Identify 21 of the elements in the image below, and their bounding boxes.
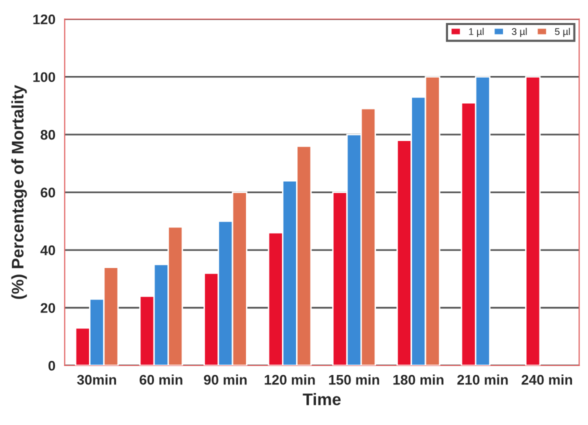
- legend-label: 5 µl: [554, 28, 570, 37]
- legend-label: 1 µl: [469, 28, 484, 37]
- y-tick-label: 20: [40, 303, 56, 313]
- x-tick-label: 210 min: [457, 374, 508, 385]
- x-tick-label: 30min: [77, 374, 116, 385]
- y-tick-label: 40: [40, 245, 56, 256]
- x-tick-label: 150 min: [329, 374, 380, 385]
- y-tick-label: 100: [33, 72, 56, 82]
- x-tick-label: 180 min: [393, 374, 444, 385]
- x-tick-label: 240 min: [522, 374, 572, 385]
- x-axis-title: Time: [302, 393, 341, 406]
- bar: [525, 76, 541, 366]
- y-tick-label: 80: [40, 130, 56, 140]
- y-tick-label: 120: [33, 14, 56, 24]
- y-axis-title: (%) Percentage of Mortality: [11, 84, 27, 299]
- legend-label: 3 µl: [512, 28, 527, 37]
- y-tick-label: 60: [40, 188, 56, 198]
- x-tick-label: 90 min: [204, 374, 247, 385]
- y-tick-label: 0: [48, 360, 56, 371]
- x-tick-label: 120 min: [264, 374, 315, 385]
- x-tick-label: 60 min: [140, 374, 182, 385]
